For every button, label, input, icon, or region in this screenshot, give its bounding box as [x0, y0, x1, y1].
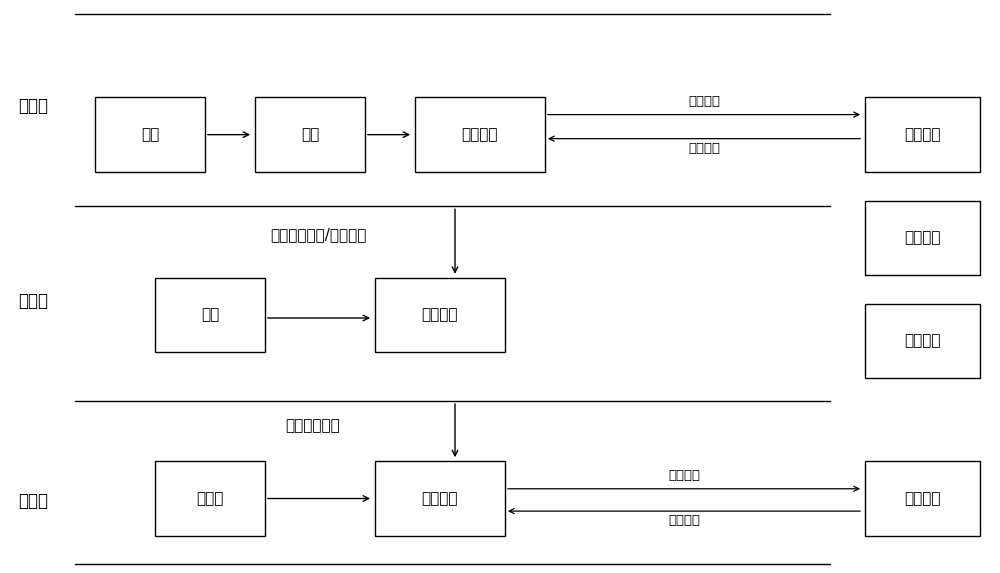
Bar — [415, 97, 545, 172]
Text: 提供层: 提供层 — [18, 492, 48, 511]
Bar — [95, 97, 205, 172]
Bar — [155, 278, 265, 352]
Text: 自愿代理: 自愿代理 — [422, 491, 458, 506]
Text: 平台: 平台 — [201, 308, 219, 323]
Bar — [865, 304, 980, 378]
Text: 动态定价算法: 动态定价算法 — [285, 418, 340, 433]
Text: 提供商: 提供商 — [196, 491, 224, 506]
Text: 需求分析: 需求分析 — [904, 127, 941, 142]
Text: 自愿代理: 自愿代理 — [422, 308, 458, 323]
Bar — [375, 461, 505, 536]
Bar — [865, 461, 980, 536]
Text: 计划交易: 计划交易 — [668, 514, 700, 527]
Text: 现货交易: 现货交易 — [688, 95, 720, 108]
Text: 控制层: 控制层 — [18, 292, 48, 310]
Text: 需求记录: 需求记录 — [904, 333, 941, 348]
Text: 应用层: 应用层 — [18, 97, 48, 115]
Text: 计划交易: 计划交易 — [688, 142, 720, 155]
Text: 资源代理: 资源代理 — [462, 127, 498, 142]
Text: 需求: 需求 — [301, 127, 319, 142]
Bar — [375, 278, 505, 352]
Bar — [865, 97, 980, 172]
Text: 静态底价确定/动态定价: 静态底价确定/动态定价 — [270, 227, 366, 242]
Text: 交易记录: 交易记录 — [904, 491, 941, 506]
Text: 现货交易: 现货交易 — [668, 469, 700, 482]
Bar — [865, 201, 980, 275]
Bar — [155, 461, 265, 536]
Text: 用户类型: 用户类型 — [904, 230, 941, 245]
Bar — [255, 97, 365, 172]
Text: 用户: 用户 — [141, 127, 159, 142]
